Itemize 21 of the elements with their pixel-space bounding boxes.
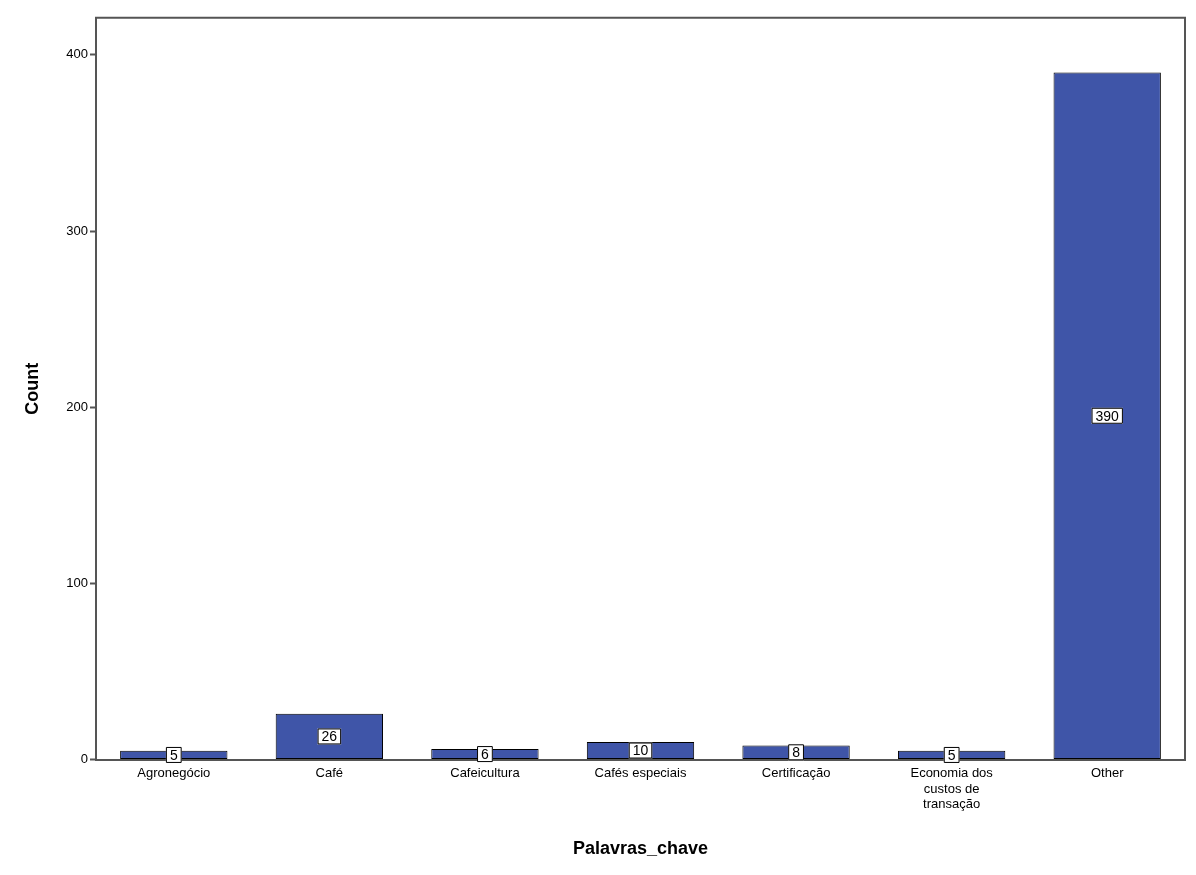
- y-axis-title: Count: [21, 362, 42, 415]
- data-label: 390: [1095, 407, 1120, 424]
- data-label: 6: [481, 745, 490, 762]
- y-tick-label: 200: [66, 398, 88, 414]
- x-tick-label: Agronegócio: [137, 764, 211, 780]
- x-tick-label: Certificação: [761, 764, 831, 780]
- x-tick-label: Economia dos custos de transação: [910, 764, 994, 812]
- x-tick-label: Cafés especiais: [594, 764, 687, 780]
- data-label: 26: [321, 728, 338, 745]
- x-tick-label: Café: [315, 764, 344, 780]
- x-tick-label: Other: [1090, 764, 1125, 780]
- x-axis-title: Palavras_chave: [572, 838, 709, 859]
- y-tick-label: 100: [66, 574, 88, 590]
- x-tick-label: Cafeicultura: [450, 764, 521, 780]
- data-label: 5: [947, 746, 956, 763]
- data-label: 10: [632, 742, 649, 759]
- y-tick-label: 300: [66, 222, 88, 238]
- data-label: 5: [169, 746, 178, 763]
- y-tick-label: 400: [66, 46, 88, 62]
- data-label: 8: [792, 744, 801, 761]
- y-tick-label: 0: [80, 751, 88, 767]
